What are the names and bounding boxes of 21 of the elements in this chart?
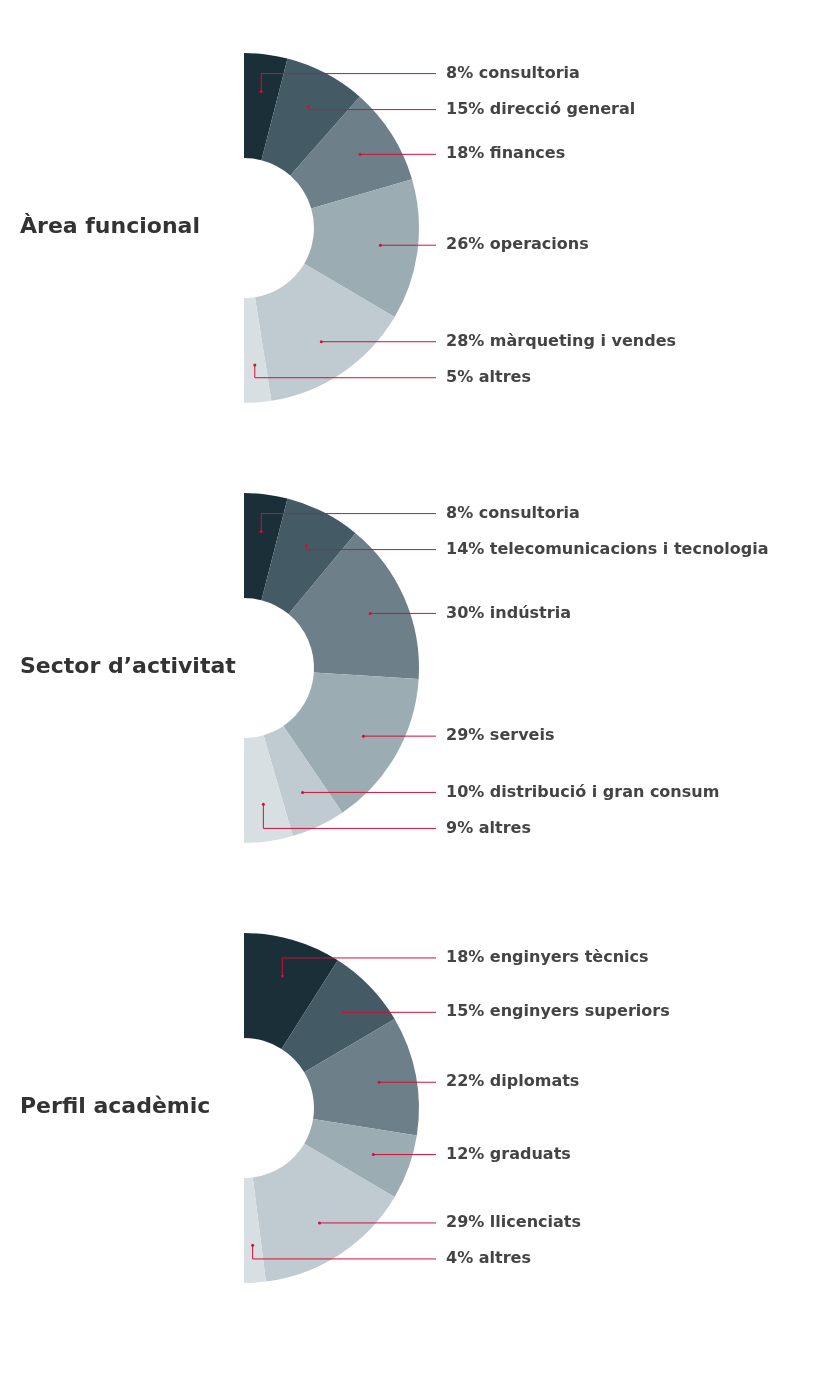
text: Àrea funcional bbox=[20, 213, 200, 238]
slice-label: 14% telecomunicacions i tecnologia bbox=[446, 538, 769, 558]
slice-label: 8% consultoria bbox=[446, 62, 580, 82]
slice-label: 4% altres bbox=[446, 1248, 531, 1268]
slice-label: 10% distribució i gran consum bbox=[446, 781, 720, 801]
slice-label: 15% direcció general bbox=[446, 98, 636, 118]
slice-label: 28% màrqueting i vendes bbox=[446, 330, 677, 350]
slice-label: 18% finances bbox=[446, 143, 566, 163]
slice-label: 22% diplomats bbox=[446, 1071, 580, 1091]
slice-label: 29% serveis bbox=[446, 725, 555, 745]
text: Sector d’activitat bbox=[20, 653, 236, 678]
slice-label: 8% consultoria bbox=[446, 502, 580, 522]
text: Perfil acadèmic bbox=[20, 1093, 211, 1118]
slice-label: 30% indústria bbox=[446, 602, 571, 622]
slice-label: 15% enginyers superiors bbox=[446, 1001, 670, 1021]
slice-label: 18% enginyers tècnics bbox=[446, 947, 649, 967]
slice-label: 5% altres bbox=[446, 366, 531, 386]
slice-label: 26% operacions bbox=[446, 234, 589, 254]
slice-label: 29% llicenciats bbox=[446, 1212, 581, 1232]
slice-label: 12% graduats bbox=[446, 1143, 571, 1163]
slice-label: 9% altres bbox=[446, 817, 531, 837]
